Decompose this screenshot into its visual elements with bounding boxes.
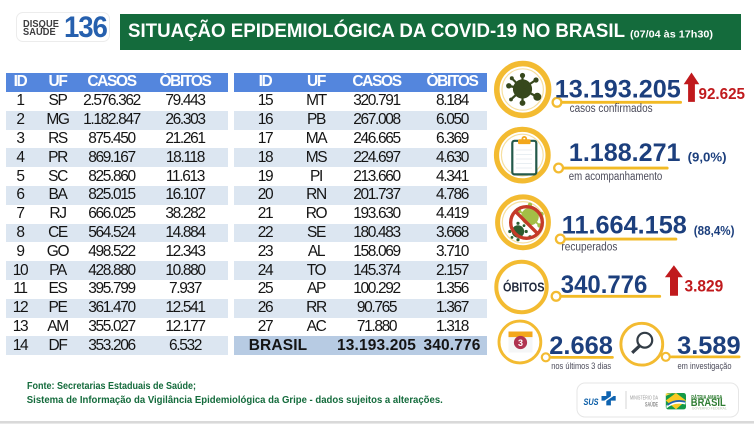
svg-text:SUS: SUS	[584, 397, 599, 408]
svg-text:MINISTÉRIO DA: MINISTÉRIO DA	[630, 395, 658, 402]
svg-text:(88,4%): (88,4%)	[694, 224, 735, 238]
svg-text:nos últimos 3 dias: nos últimos 3 dias	[551, 361, 611, 372]
svg-text:Sistema de Informação da Vigil: Sistema de Informação da Vigilância Epid…	[27, 395, 443, 406]
svg-text:92.625: 92.625	[699, 86, 746, 103]
svg-text:ÓBITOS: ÓBITOS	[503, 280, 545, 295]
svg-text:3.829: 3.829	[685, 277, 724, 295]
svg-text:13.193.205: 13.193.205	[555, 75, 681, 103]
svg-text:PÁTRIA AMADA: PÁTRIA AMADA	[691, 394, 722, 401]
svg-text:(07/04 às 17h30): (07/04 às 17h30)	[630, 28, 713, 40]
svg-text:2.668: 2.668	[549, 332, 613, 360]
svg-text:Fonte: Secretarias Estaduais d: Fonte: Secretarias Estaduais de Saúde;	[27, 381, 196, 392]
svg-text:em acompanhamento: em acompanhamento	[569, 171, 663, 183]
svg-text:3: 3	[518, 338, 523, 348]
svg-text:SITUAÇÃO EPIDEMIOLÓGICA DA COV: SITUAÇÃO EPIDEMIOLÓGICA DA COVID-19 NO B…	[128, 18, 625, 42]
svg-text:casos confirmados: casos confirmados	[570, 103, 653, 115]
svg-text:BRASIL: BRASIL	[691, 397, 726, 409]
svg-text:340.776: 340.776	[561, 271, 648, 299]
svg-text:recuperados: recuperados	[561, 242, 617, 254]
svg-text:GOVERNO FEDERAL: GOVERNO FEDERAL	[692, 406, 727, 410]
svg-text:1.188.271: 1.188.271	[569, 139, 681, 167]
svg-text:3.589: 3.589	[677, 332, 741, 360]
svg-text:SAÚDE: SAÚDE	[645, 400, 658, 409]
svg-text:11.664.158: 11.664.158	[562, 211, 687, 239]
svg-text:(9,0%): (9,0%)	[688, 150, 727, 164]
svg-text:em investigação: em investigação	[678, 361, 732, 372]
